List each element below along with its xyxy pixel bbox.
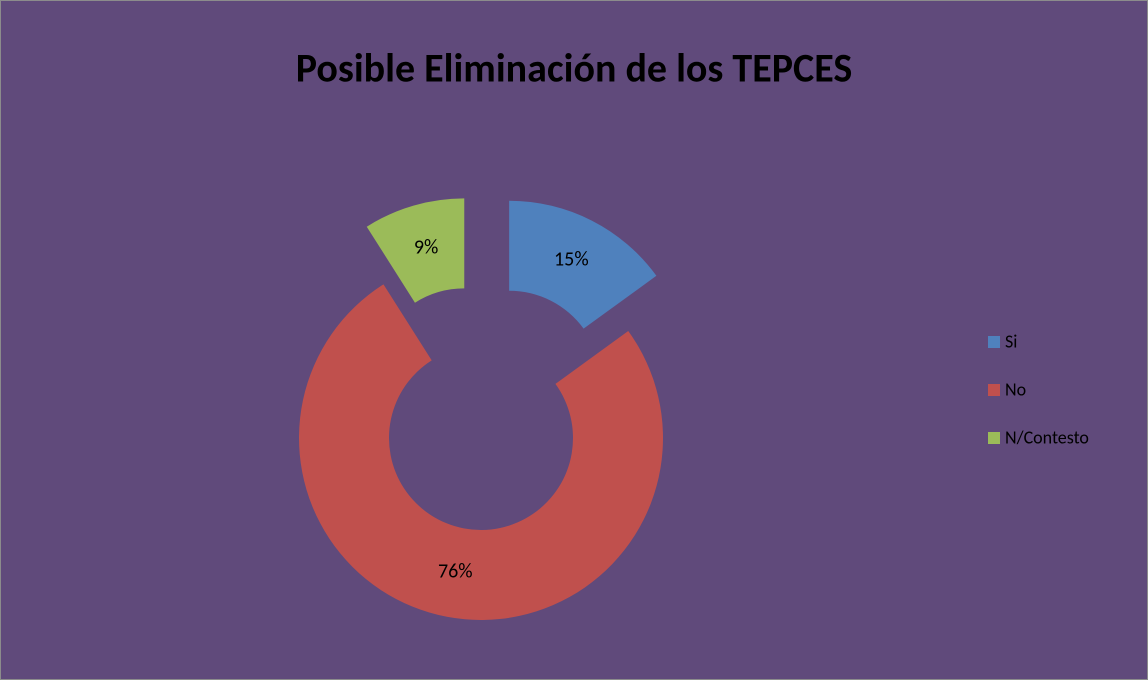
legend-swatch [988,336,1000,348]
data-label: 76% [438,559,473,583]
chart-title: Posible Eliminación de los TEPCES [296,44,852,93]
slice [299,284,663,620]
legend-swatch [988,432,1000,444]
data-label: 15% [554,247,589,271]
legend-label: Si [1005,330,1017,352]
slice [509,200,657,329]
legend-label: No [1005,378,1026,400]
slice [366,198,465,303]
data-label: 9% [414,236,438,260]
legend-swatch [988,384,1000,396]
legend-label: N/Contesto [1005,426,1089,448]
